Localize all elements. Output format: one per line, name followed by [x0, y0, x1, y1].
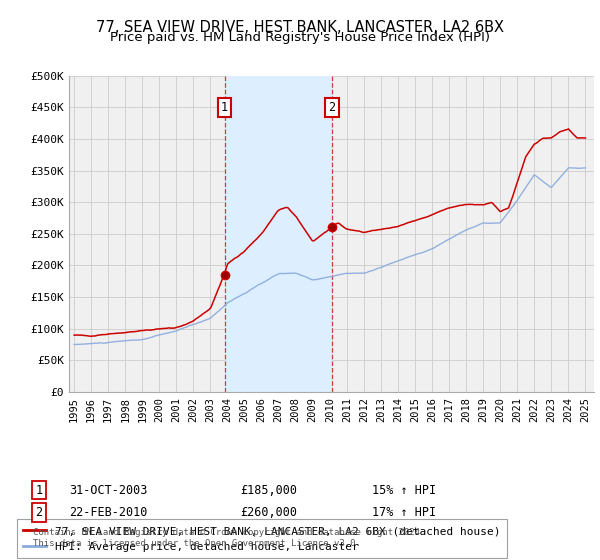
Text: £185,000: £185,000: [240, 483, 297, 497]
Text: 22-FEB-2010: 22-FEB-2010: [69, 506, 148, 519]
Text: 31-OCT-2003: 31-OCT-2003: [69, 483, 148, 497]
Text: 77, SEA VIEW DRIVE, HEST BANK, LANCASTER, LA2 6BX: 77, SEA VIEW DRIVE, HEST BANK, LANCASTER…: [96, 20, 504, 35]
Text: 1: 1: [35, 483, 43, 497]
Text: 15% ↑ HPI: 15% ↑ HPI: [372, 483, 436, 497]
Text: 1: 1: [221, 101, 228, 114]
Text: 17% ↑ HPI: 17% ↑ HPI: [372, 506, 436, 519]
Text: £260,000: £260,000: [240, 506, 297, 519]
Text: Contains HM Land Registry data © Crown copyright and database right 2024.
This d: Contains HM Land Registry data © Crown c…: [33, 528, 425, 548]
Text: 2: 2: [35, 506, 43, 519]
Legend: 77, SEA VIEW DRIVE, HEST BANK, LANCASTER, LA2 6BX (detached house), HPI: Average: 77, SEA VIEW DRIVE, HEST BANK, LANCASTER…: [17, 519, 507, 558]
Text: Price paid vs. HM Land Registry's House Price Index (HPI): Price paid vs. HM Land Registry's House …: [110, 31, 490, 44]
Bar: [224, 76, 332, 392]
Text: 2: 2: [328, 101, 335, 114]
